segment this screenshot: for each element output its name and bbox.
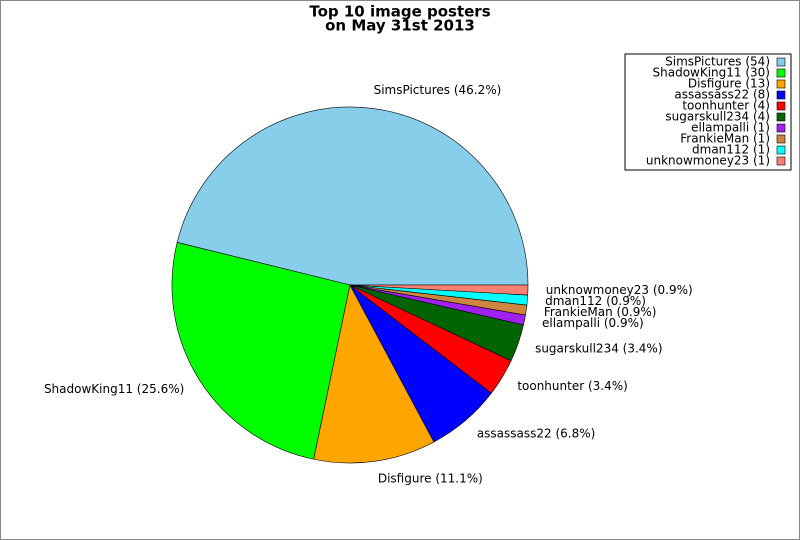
legend-label: sugarskull234 (4) bbox=[665, 110, 770, 124]
legend-swatch bbox=[776, 79, 786, 89]
legend-label: toonhunter (4) bbox=[682, 99, 770, 113]
chart-title: on May 31st 2013 bbox=[325, 17, 475, 35]
legend-swatch bbox=[776, 90, 786, 100]
pie-slice bbox=[313, 284, 435, 464]
slice-label: dman112 (0.9%) bbox=[545, 294, 646, 308]
slice-label: sugarskull234 (3.4%) bbox=[535, 341, 662, 355]
legend-label: FrankieMan (1) bbox=[680, 132, 770, 146]
legend-label: assassass22 (8) bbox=[674, 88, 770, 102]
legend-swatch bbox=[776, 68, 786, 78]
slice-label: FrankieMan (0.9%) bbox=[544, 305, 657, 319]
slice-label: ellampalli (0.9%) bbox=[542, 316, 644, 330]
legend-swatch bbox=[776, 145, 786, 155]
legend-swatch bbox=[776, 112, 786, 122]
slice-label: ShadowKing11 (25.6%) bbox=[44, 382, 184, 396]
slice-label: unknowmoney23 (0.9%) bbox=[546, 283, 693, 297]
slice-label: assassass22 (6.8%) bbox=[477, 427, 596, 441]
legend-label: SimsPictures (54) bbox=[665, 55, 770, 69]
legend-label: ellampalli (1) bbox=[691, 121, 770, 135]
chart-title: Top 10 image posters bbox=[309, 3, 490, 21]
pie-slice bbox=[176, 106, 529, 286]
legend-swatch bbox=[776, 123, 786, 133]
legend-swatch bbox=[776, 57, 786, 67]
slice-label: Disfigure (11.1%) bbox=[378, 471, 483, 485]
pie-slice bbox=[171, 242, 351, 460]
legend-label: ShadowKing11 (30) bbox=[653, 66, 771, 80]
legend-label: dman112 (1) bbox=[692, 143, 770, 157]
slice-label: toonhunter (3.4%) bbox=[517, 379, 628, 393]
legend-label: unknowmoney23 (1) bbox=[646, 154, 770, 168]
legend-label: Disfigure (13) bbox=[688, 77, 770, 91]
legend-swatch bbox=[776, 101, 786, 111]
pie-slice bbox=[349, 284, 529, 296]
legend-box bbox=[624, 53, 792, 171]
slice-label: SimsPictures (46.2%) bbox=[374, 83, 502, 97]
legend-swatch bbox=[776, 134, 786, 144]
legend-swatch bbox=[776, 156, 786, 166]
